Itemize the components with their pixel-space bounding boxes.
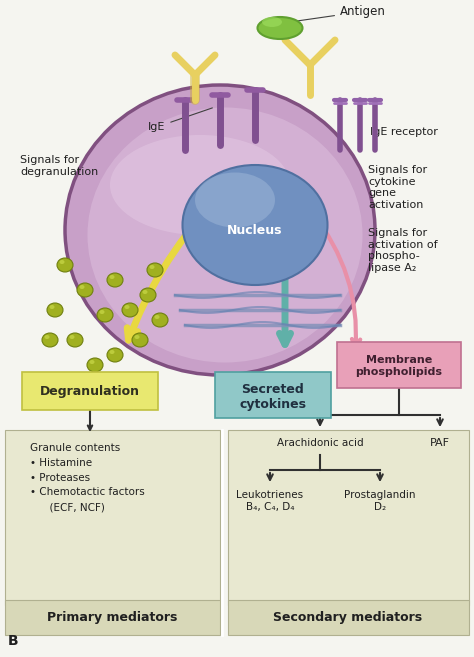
Text: Membrane
phospholipids: Membrane phospholipids <box>356 355 443 377</box>
Text: Prostaglandin
D₂: Prostaglandin D₂ <box>344 490 416 512</box>
Ellipse shape <box>60 260 64 264</box>
FancyBboxPatch shape <box>5 430 220 605</box>
FancyBboxPatch shape <box>337 342 461 388</box>
Text: Signals for
activation of
phospho-
lipase A₂: Signals for activation of phospho- lipas… <box>368 228 438 273</box>
Ellipse shape <box>109 275 115 279</box>
Ellipse shape <box>143 290 147 294</box>
Ellipse shape <box>107 273 123 287</box>
Text: Secondary mediators: Secondary mediators <box>273 610 422 623</box>
Text: PAF: PAF <box>430 438 450 448</box>
Text: Nucleus: Nucleus <box>227 223 283 237</box>
Ellipse shape <box>77 283 93 297</box>
Ellipse shape <box>62 373 78 387</box>
Text: Antigen: Antigen <box>293 5 386 22</box>
Ellipse shape <box>65 85 375 375</box>
Ellipse shape <box>155 315 159 319</box>
Ellipse shape <box>57 258 73 272</box>
Ellipse shape <box>87 358 103 372</box>
Ellipse shape <box>117 373 133 387</box>
Ellipse shape <box>90 360 94 364</box>
Ellipse shape <box>122 303 138 317</box>
Ellipse shape <box>94 390 100 394</box>
Ellipse shape <box>182 165 328 285</box>
Text: Leukotrienes
B₄, C₄, D₄: Leukotrienes B₄, C₄, D₄ <box>237 490 303 512</box>
Ellipse shape <box>49 305 55 309</box>
FancyBboxPatch shape <box>22 372 158 410</box>
Ellipse shape <box>47 303 63 317</box>
Ellipse shape <box>110 135 290 235</box>
Text: Degranulation: Degranulation <box>40 386 140 399</box>
Ellipse shape <box>140 288 156 302</box>
Ellipse shape <box>149 265 155 269</box>
Ellipse shape <box>257 17 302 39</box>
Ellipse shape <box>262 17 282 27</box>
Ellipse shape <box>152 313 168 327</box>
Text: Secreted
cytokines: Secreted cytokines <box>239 383 307 411</box>
Text: IgE: IgE <box>148 108 212 132</box>
Ellipse shape <box>64 375 70 379</box>
Text: Signals for
degranulation: Signals for degranulation <box>20 155 98 177</box>
Text: Primary mediators: Primary mediators <box>47 610 177 623</box>
Ellipse shape <box>45 335 49 339</box>
FancyBboxPatch shape <box>215 372 331 418</box>
Ellipse shape <box>195 173 275 227</box>
Ellipse shape <box>125 305 129 309</box>
Ellipse shape <box>92 388 108 402</box>
Ellipse shape <box>109 350 115 354</box>
Ellipse shape <box>119 375 125 379</box>
Ellipse shape <box>107 348 123 362</box>
Text: IgE receptor: IgE receptor <box>370 127 438 137</box>
Text: Granule contents
• Histamine
• Proteases
• Chemotactic factors
      (ECF, NCF): Granule contents • Histamine • Proteases… <box>30 443 145 512</box>
Ellipse shape <box>132 333 148 347</box>
Ellipse shape <box>100 310 104 314</box>
Ellipse shape <box>88 108 363 363</box>
Ellipse shape <box>67 333 83 347</box>
FancyBboxPatch shape <box>228 430 469 605</box>
FancyBboxPatch shape <box>228 600 469 635</box>
Ellipse shape <box>42 333 58 347</box>
Ellipse shape <box>70 335 74 339</box>
Ellipse shape <box>97 308 113 322</box>
Ellipse shape <box>135 335 139 339</box>
Ellipse shape <box>80 285 84 289</box>
FancyBboxPatch shape <box>5 600 220 635</box>
Text: B: B <box>8 634 18 648</box>
Text: Arachidonic acid: Arachidonic acid <box>277 438 363 448</box>
Text: Signals for
cytokine
gene
activation: Signals for cytokine gene activation <box>368 165 427 210</box>
Ellipse shape <box>147 263 163 277</box>
